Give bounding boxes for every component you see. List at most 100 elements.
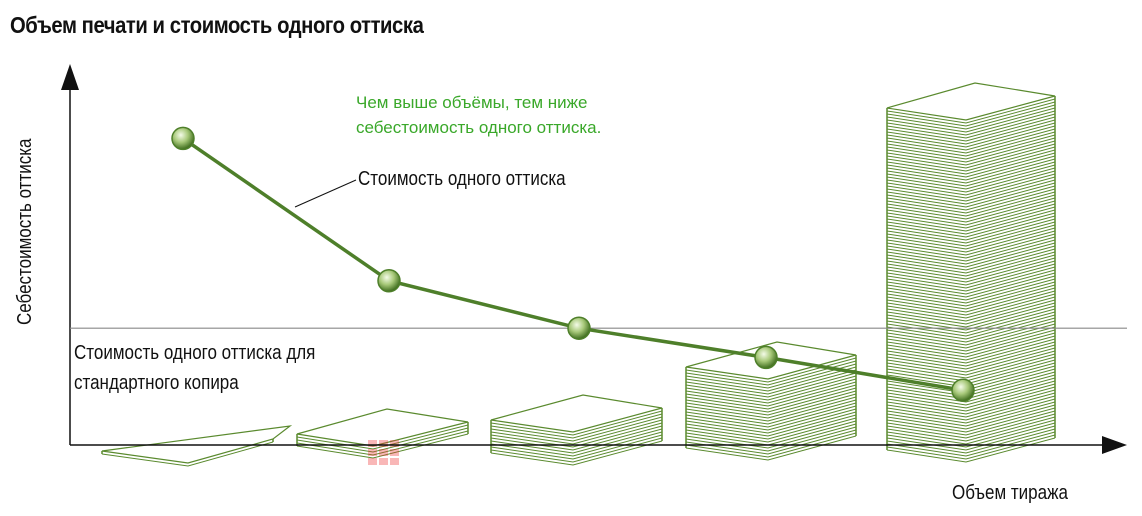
paper-sheet bbox=[296, 427, 469, 453]
paper-sheet bbox=[886, 218, 1056, 244]
paper-sheet bbox=[685, 435, 857, 461]
paper-sheet bbox=[886, 134, 1056, 160]
paper-stack bbox=[296, 408, 469, 459]
paper-sheet bbox=[685, 417, 857, 443]
paper-sheet bbox=[685, 372, 857, 398]
paper-sheet bbox=[685, 369, 857, 395]
paper-sheet bbox=[886, 176, 1056, 202]
paper-sheet bbox=[886, 284, 1056, 310]
paper-sheet bbox=[886, 233, 1056, 259]
paper-sheet bbox=[886, 392, 1056, 418]
paper-sheet bbox=[886, 146, 1056, 172]
paper-sheet bbox=[685, 429, 857, 455]
paper-sheet bbox=[886, 185, 1056, 211]
paper-sheet bbox=[490, 422, 663, 448]
paper-sheet bbox=[886, 308, 1056, 334]
paper-sheet bbox=[886, 263, 1056, 289]
paper-sheet bbox=[886, 287, 1056, 313]
paper-sheet bbox=[490, 419, 663, 445]
paper-sheet bbox=[490, 440, 663, 466]
paper-sheet bbox=[886, 128, 1056, 154]
page-title: Объем печати и стоимость одного оттиска bbox=[10, 12, 424, 38]
paper-sheet bbox=[886, 323, 1056, 349]
paper-sheet bbox=[886, 347, 1056, 373]
paper-sheet bbox=[886, 410, 1056, 436]
reference-label-line2: стандартного копира bbox=[74, 372, 239, 394]
paper-top-sheet bbox=[886, 82, 1056, 121]
paper-sheet bbox=[886, 320, 1056, 346]
paper-sheet bbox=[886, 110, 1056, 136]
paper-sheet bbox=[886, 257, 1056, 283]
paper-sheet bbox=[886, 203, 1056, 229]
paper-sheet bbox=[296, 424, 469, 450]
paper-sheet bbox=[685, 426, 857, 452]
paper-top-sheet bbox=[490, 394, 663, 433]
paper-sheet bbox=[886, 314, 1056, 340]
paper-sheet bbox=[886, 278, 1056, 304]
paper-sheet bbox=[685, 375, 857, 401]
paper-sheet bbox=[886, 230, 1056, 256]
paper-sheet bbox=[685, 396, 857, 422]
paper-sheet bbox=[490, 431, 663, 457]
paper-sheet bbox=[685, 414, 857, 440]
paper-top-sheet bbox=[296, 408, 469, 447]
paper-sheet bbox=[886, 140, 1056, 166]
data-point bbox=[754, 345, 778, 370]
paper-sheet bbox=[886, 170, 1056, 196]
paper-sheet bbox=[886, 131, 1056, 157]
paper-sheet bbox=[886, 305, 1056, 331]
paper-sheet bbox=[886, 383, 1056, 409]
paper-sheet bbox=[490, 437, 663, 463]
paper-sheet bbox=[886, 272, 1056, 298]
data-point bbox=[377, 269, 401, 293]
paper-stack bbox=[101, 425, 293, 467]
paper-sheet bbox=[685, 393, 857, 419]
paper-sheet bbox=[886, 209, 1056, 235]
paper-sheet bbox=[886, 437, 1056, 463]
note-line: Чем выше объёмы, тем ниже bbox=[356, 93, 588, 112]
paper-sheet bbox=[886, 389, 1056, 415]
paper-sheet bbox=[685, 387, 857, 413]
paper-stacks bbox=[101, 82, 1056, 467]
paper-stack bbox=[490, 394, 663, 466]
y-axis-arrow bbox=[61, 64, 79, 90]
paper-sheet bbox=[685, 381, 857, 407]
paper-sheet bbox=[886, 167, 1056, 193]
paper-sheet bbox=[490, 413, 663, 439]
paper-sheet bbox=[886, 113, 1056, 139]
cost-line bbox=[182, 136, 964, 392]
paper-sheet bbox=[886, 395, 1056, 421]
paper-sheet bbox=[886, 206, 1056, 232]
paper-sheet bbox=[886, 290, 1056, 316]
paper-sheet bbox=[886, 404, 1056, 430]
paper-sheet bbox=[886, 200, 1056, 226]
note-line: себестоимость одного оттиска. bbox=[356, 118, 602, 137]
watermark bbox=[368, 440, 399, 465]
paper-sheet bbox=[685, 432, 857, 458]
paper-sheet bbox=[886, 116, 1056, 142]
paper-sheet bbox=[886, 422, 1056, 448]
paper-sheet bbox=[685, 405, 857, 431]
paper-sheet bbox=[886, 182, 1056, 208]
x-axis-arrow bbox=[1102, 436, 1127, 454]
data-point bbox=[171, 126, 195, 151]
paper-sheet bbox=[886, 245, 1056, 271]
paper-sheet bbox=[886, 221, 1056, 247]
paper-sheet bbox=[886, 407, 1056, 433]
paper-sheet bbox=[886, 161, 1056, 187]
data-point bbox=[567, 316, 591, 340]
paper-sheet bbox=[886, 137, 1056, 163]
reference-label-line1: Стоимость одного оттиска для bbox=[74, 342, 316, 364]
paper-sheet bbox=[886, 248, 1056, 274]
paper-sheet bbox=[490, 425, 663, 451]
paper-sheet bbox=[886, 296, 1056, 322]
paper-sheet bbox=[886, 419, 1056, 445]
paper-sheet bbox=[296, 433, 469, 459]
paper-sheet bbox=[886, 236, 1056, 262]
paper-sheet bbox=[886, 326, 1056, 352]
paper-sheet bbox=[886, 329, 1056, 355]
paper-sheet bbox=[490, 416, 663, 442]
paper-sheet bbox=[886, 293, 1056, 319]
line-label: Стоимость одного оттиска bbox=[358, 168, 566, 190]
paper-sheet bbox=[886, 335, 1056, 361]
